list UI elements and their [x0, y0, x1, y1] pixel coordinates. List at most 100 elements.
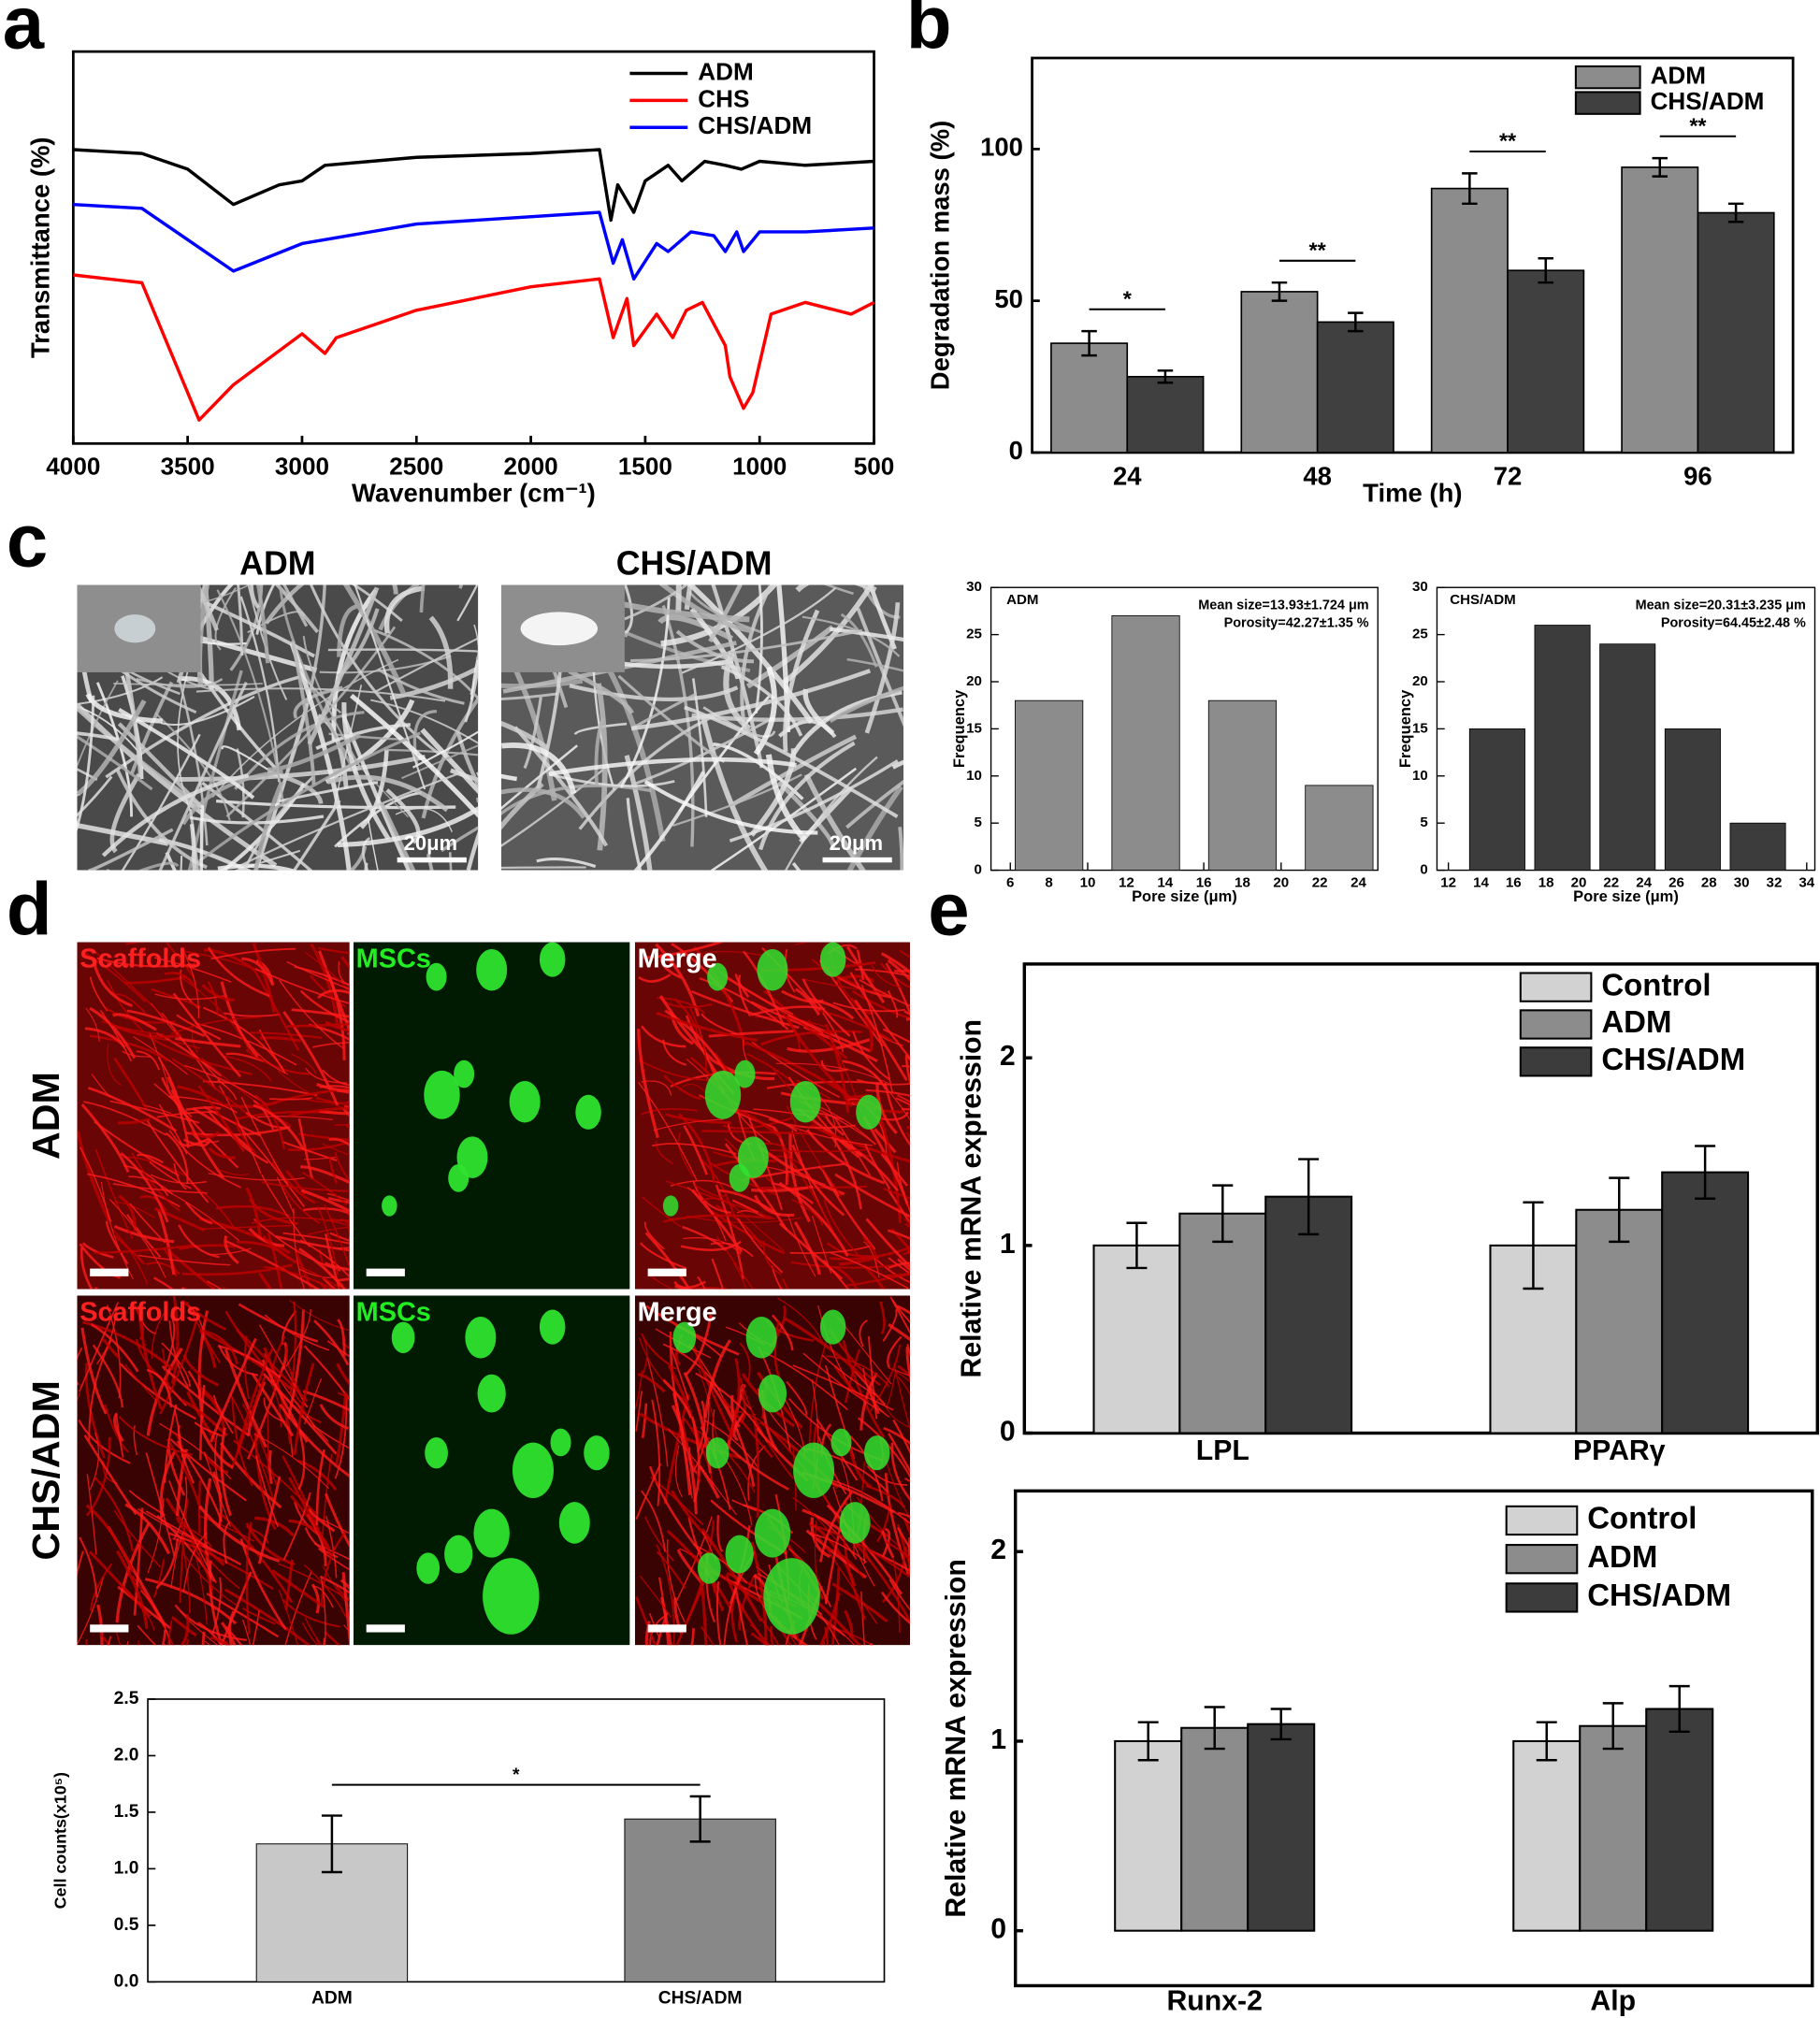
scaffold-fiber: [339, 1578, 350, 1591]
scaffold-fiber: [91, 1074, 111, 1099]
error-bar: [1271, 281, 1288, 302]
fiber: [327, 648, 479, 653]
fiber: [753, 666, 777, 756]
scaffold-fiber: [845, 1348, 861, 1404]
scaffold-fiber: [310, 943, 339, 1029]
fiber: [455, 731, 479, 790]
scaffold-fiber: [340, 956, 350, 970]
scaffold-fiber: [201, 984, 235, 1002]
scaffold-fiber: [161, 1629, 166, 1646]
legend-swatch: [1519, 1046, 1593, 1077]
fiber: [267, 733, 361, 772]
scaffold-fiber: [905, 1347, 910, 1381]
scaffold-fiber: [673, 998, 700, 1036]
scaffold-fiber: [163, 1404, 178, 1484]
cell: [831, 1428, 852, 1457]
fiber: [500, 764, 610, 847]
scaffold-fiber: [701, 1197, 735, 1208]
scaffold-fiber: [634, 1370, 643, 1413]
fiber: [77, 680, 119, 769]
scaffold-fiber: [635, 1596, 657, 1646]
fiber: [500, 720, 549, 750]
scaffold-fiber: [190, 1118, 239, 1169]
scaffold-fiber: [650, 1476, 704, 1526]
scaffold-fiber: [302, 1390, 350, 1412]
significance-label: **: [1309, 238, 1327, 262]
scaffold-fiber: [888, 1261, 910, 1269]
scaffold-fiber: [288, 1106, 350, 1117]
scaffold-fiber: [201, 1631, 206, 1646]
fiber: [419, 584, 426, 613]
legend-label: ADM: [698, 57, 753, 85]
scaffold-fiber: [303, 1564, 347, 1618]
fiber: [88, 828, 174, 871]
scaffold-fiber: [778, 1181, 849, 1257]
bar: [1092, 1244, 1181, 1434]
scaffold-fiber: [676, 1549, 705, 1586]
fiber: [187, 670, 243, 871]
scaffold-fiber: [184, 1201, 213, 1225]
scaffold-fiber: [852, 1031, 890, 1081]
scaffold-fiber: [679, 1436, 693, 1499]
scaffold-fiber: [209, 1337, 257, 1443]
cell: [448, 1164, 469, 1192]
scaffold-fiber: [884, 1082, 910, 1146]
fluorescence-panel: [77, 942, 350, 1290]
fiber: [136, 677, 224, 688]
scaffold-fiber: [883, 1188, 910, 1200]
scaffold-fiber: [271, 1569, 325, 1608]
x-tick-label: ADM: [311, 1988, 353, 2008]
fiber: [189, 824, 196, 871]
fiber: [202, 584, 215, 691]
scaffold-fiber: [834, 1265, 858, 1290]
scaffold-fiber: [84, 1027, 126, 1048]
scale-bar: [647, 1268, 686, 1276]
y-tick-label: 1.0: [114, 1858, 139, 1878]
x-tick-label: 18: [1235, 874, 1250, 890]
fiber: [383, 585, 426, 634]
scaffold-fiber: [139, 1195, 167, 1213]
scaffold-fiber: [298, 1266, 343, 1290]
scaffold-fiber: [695, 1372, 769, 1443]
error-bar: [1270, 1708, 1292, 1741]
fiber: [781, 584, 875, 685]
scaffold-fiber: [119, 1362, 196, 1420]
fiber: [684, 584, 693, 611]
error-bar: [1536, 1721, 1557, 1762]
scaffold-fiber: [883, 1272, 910, 1278]
scaffold-fiber: [674, 1516, 713, 1604]
scaffold-fiber: [843, 1537, 867, 1621]
x-axis-label: Pore size (μm): [1132, 888, 1237, 905]
annotation: Mean size=20.31±3.235 μm: [1636, 598, 1806, 613]
bar: [1316, 321, 1394, 454]
x-tick-label: 12: [1119, 874, 1134, 890]
bar: [1575, 1208, 1664, 1434]
scale-bar-label: 20μm: [404, 831, 457, 855]
scaffold-fiber: [656, 1550, 686, 1589]
scaffold-fiber: [160, 1187, 239, 1242]
cell: [697, 1552, 721, 1584]
scaffold-fiber: [635, 1391, 643, 1432]
y-tick-label: 20: [966, 673, 982, 689]
scaffold-fiber: [906, 1125, 910, 1130]
x-tick-label: Alp: [1590, 1985, 1636, 2016]
scaffold-fiber: [640, 1242, 686, 1270]
scaffold-fiber: [324, 1631, 341, 1646]
scaffold-fiber: [338, 960, 350, 987]
scaffold-fiber: [185, 1638, 190, 1646]
scaffold-fiber: [831, 1135, 862, 1210]
legend-swatch: [1574, 65, 1641, 90]
scaffold-fiber: [883, 1426, 910, 1445]
scaffold-fiber: [149, 1032, 169, 1089]
scaffold-fiber: [303, 1207, 350, 1216]
scaffold-fiber: [79, 1536, 98, 1597]
fiber: [359, 750, 389, 829]
scaffold-fiber: [179, 1244, 236, 1250]
scaffold-fiber: [881, 1530, 895, 1559]
scaffold-fiber: [876, 1504, 891, 1543]
scaffold-fiber: [166, 942, 195, 979]
scaffold-fiber: [111, 1228, 149, 1285]
scaffold-fiber: [137, 1254, 231, 1266]
cell: [539, 1309, 566, 1345]
fiber: [456, 584, 479, 622]
